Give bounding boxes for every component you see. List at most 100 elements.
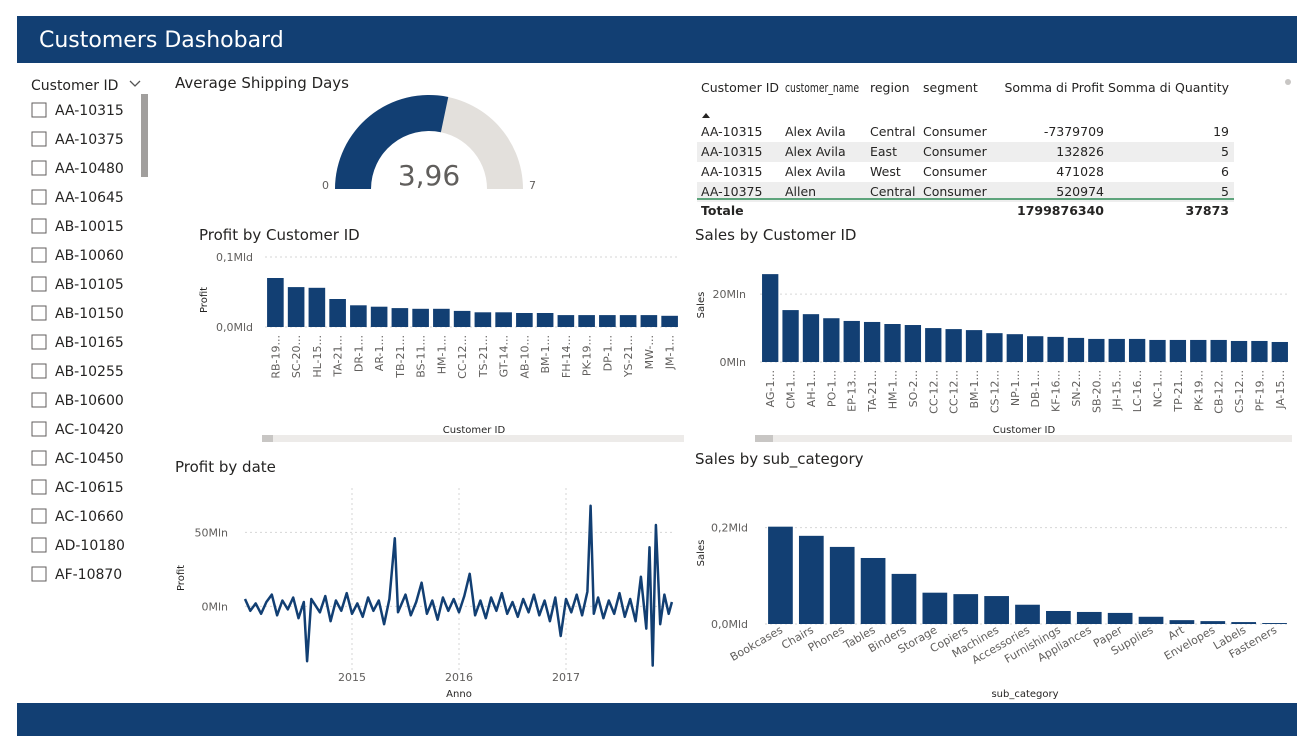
checkbox[interactable] — [31, 218, 47, 234]
checkbox[interactable] — [31, 189, 47, 205]
x-tick-label: KF-16... — [1050, 370, 1063, 412]
column-header[interactable]: region — [870, 80, 910, 95]
checkbox[interactable] — [31, 479, 47, 495]
row-band — [697, 182, 1234, 202]
slicer-item[interactable]: AD-10180 — [55, 538, 125, 554]
bar — [1262, 623, 1287, 624]
x-tick-label: 2015 — [338, 671, 366, 684]
y-tick-label: 0,0Mld — [216, 321, 253, 334]
slicer-item[interactable]: AB-10165 — [55, 335, 124, 351]
checkbox[interactable] — [31, 305, 47, 321]
x-tick-label: PK-19... — [1192, 370, 1205, 411]
bar — [768, 526, 793, 624]
x-tick-label: JH-15... — [1111, 370, 1124, 411]
row-band — [697, 142, 1234, 162]
bar — [843, 320, 860, 362]
total-cell: 1799876340 — [1017, 203, 1104, 218]
bar — [661, 315, 678, 327]
scrollbar[interactable] — [755, 435, 1292, 442]
slicer-item[interactable]: AC-10615 — [55, 480, 124, 496]
bar — [945, 329, 962, 362]
slicer-item[interactable]: AC-10450 — [55, 451, 124, 467]
table-cell: West — [870, 164, 901, 179]
slicer-item[interactable]: AF-10870 — [55, 567, 122, 583]
slicer-item[interactable]: AC-10660 — [55, 509, 124, 525]
checkbox[interactable] — [31, 160, 47, 176]
x-tick-label: SN-2... — [1070, 370, 1083, 407]
x-tick-label: FH-14... — [560, 335, 573, 378]
table-cell: AA-10315 — [701, 144, 762, 159]
bar — [1210, 339, 1227, 362]
slicer-title: Customer ID — [31, 78, 118, 94]
checkbox[interactable] — [31, 102, 47, 118]
bar — [1190, 339, 1207, 362]
total-cell: 37873 — [1186, 203, 1230, 218]
slicer-chevron[interactable] — [129, 80, 141, 87]
checkbox[interactable] — [31, 247, 47, 263]
bar — [904, 325, 922, 362]
x-tick-label: JA-15... — [1274, 370, 1287, 410]
column-header[interactable]: customer_name — [785, 80, 859, 95]
bar — [308, 287, 326, 327]
slicer-item[interactable]: AB-10600 — [55, 393, 124, 409]
column-header[interactable]: Somma di Quantity — [1108, 80, 1230, 95]
x-tick-label: AR-1... — [373, 335, 386, 371]
bar — [782, 310, 799, 362]
table-cell: 520974 — [1056, 184, 1104, 199]
slicer-item[interactable]: AA-10315 — [55, 103, 124, 119]
scrollbar-thumb[interactable] — [262, 435, 273, 442]
x-tick-label: SC-20... — [290, 335, 303, 378]
slicer-item[interactable]: AB-10060 — [55, 248, 124, 264]
checkbox[interactable] — [31, 537, 47, 553]
x-tick-label: CM-1... — [785, 370, 798, 409]
x-tick-label: HL-15... — [311, 335, 324, 378]
x-axis-title: Customer ID — [993, 425, 1056, 436]
bar — [1067, 337, 1085, 362]
checkbox[interactable] — [31, 566, 47, 582]
checkbox[interactable] — [31, 450, 47, 466]
x-tick-label: TP-21... — [1172, 370, 1185, 413]
y-tick-label: 0,0Mld — [711, 618, 748, 631]
checkbox[interactable] — [31, 363, 47, 379]
y-axis-title: Sales — [696, 540, 707, 567]
x-tick-label: DP-1... — [601, 335, 614, 371]
scrollbar[interactable] — [262, 435, 684, 442]
column-header[interactable]: Somma di Profit — [1004, 80, 1104, 95]
checkbox[interactable] — [31, 421, 47, 437]
slicer-item[interactable]: AA-10645 — [55, 190, 124, 206]
bar — [891, 573, 917, 624]
x-tick-label: CC-12... — [456, 335, 469, 379]
slicer-item[interactable]: AA-10480 — [55, 161, 124, 177]
slicer-item[interactable]: AB-10015 — [55, 219, 124, 235]
sort-arrow[interactable] — [702, 113, 710, 118]
slicer-item[interactable]: AB-10105 — [55, 277, 124, 293]
checkbox[interactable] — [31, 392, 47, 408]
table-scroll-dot[interactable] — [1285, 79, 1291, 85]
slicer-scrollbar[interactable] — [141, 94, 148, 177]
slicer-item[interactable]: AC-10420 — [55, 422, 124, 438]
x-axis-title: Customer ID — [443, 425, 506, 436]
table-cell: 19 — [1213, 124, 1229, 139]
bar — [1169, 620, 1195, 624]
x-tick-label: RB-19... — [269, 335, 282, 379]
x-tick-label: AG-1... — [764, 370, 777, 407]
table-cell: 132826 — [1056, 144, 1104, 159]
scrollbar-thumb[interactable] — [755, 435, 773, 442]
slicer-item[interactable]: AB-10255 — [55, 364, 124, 380]
bar — [1015, 604, 1040, 624]
x-tick-label: TS-21... — [477, 335, 490, 378]
y-tick-label: 20Mln — [712, 288, 746, 301]
slicer-item[interactable]: AB-10150 — [55, 306, 124, 322]
column-header[interactable]: segment — [923, 80, 978, 95]
x-tick-label: PK-19... — [581, 335, 594, 376]
chart-title: Profit by date — [175, 458, 276, 476]
column-header[interactable]: Customer ID — [701, 80, 779, 95]
checkbox[interactable] — [31, 131, 47, 147]
checkbox[interactable] — [31, 508, 47, 524]
bar — [599, 315, 616, 327]
bar — [370, 306, 388, 327]
slicer-item[interactable]: AA-10375 — [55, 132, 124, 148]
checkbox[interactable] — [31, 276, 47, 292]
checkbox[interactable] — [31, 334, 47, 350]
bar — [1108, 338, 1125, 362]
